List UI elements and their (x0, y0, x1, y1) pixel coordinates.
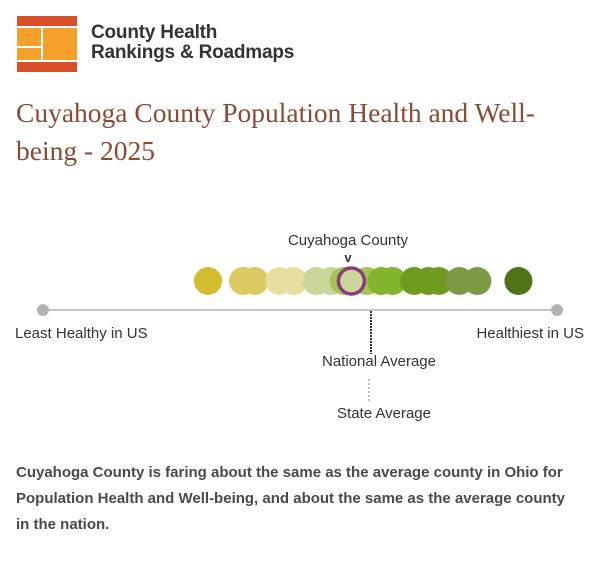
axis-left-end (37, 304, 49, 316)
cuyahoga-county-dot[interactable] (336, 266, 367, 296)
logo-tile-top (17, 16, 77, 26)
chr-logo-icon (17, 16, 77, 72)
health-distribution-scale: Cuyahoga County v Least Healthy in US He… (15, 232, 584, 422)
county-pointer: v (344, 250, 352, 265)
logo-tile-left-top (17, 28, 41, 46)
county-dot (424, 267, 453, 295)
county-dot (240, 267, 269, 295)
county-dot (463, 267, 492, 295)
logo-tile-right (43, 28, 77, 60)
national-average-label: National Average (322, 353, 436, 370)
summary-text: Cuyahoga County is faring about the same… (16, 464, 565, 533)
brand-name: County Health Rankings & Roadmaps (91, 23, 294, 63)
county-dot (378, 267, 407, 295)
state-average-label: State Average (337, 405, 431, 422)
county-dot (193, 267, 222, 295)
healthiest-label: Healthiest in US (476, 325, 584, 342)
county-dot (504, 267, 533, 295)
brand-line-1: County Health (91, 22, 218, 43)
county-label: Cuyahoga County (288, 232, 409, 249)
logo-tile-bottom (17, 62, 77, 72)
brand-line-2: Rankings & Roadmaps (91, 42, 295, 63)
county-dot (279, 267, 308, 295)
least-healthy-label: Least Healthy in US (15, 325, 148, 342)
chr-logo[interactable]: County Health Rankings & Roadmaps (17, 16, 317, 74)
county-dots (193, 266, 533, 296)
logo-tile-left-bottom (17, 48, 41, 60)
axis-right-end (551, 304, 563, 316)
page-title: Cuyahoga County Population Health and We… (16, 97, 535, 166)
